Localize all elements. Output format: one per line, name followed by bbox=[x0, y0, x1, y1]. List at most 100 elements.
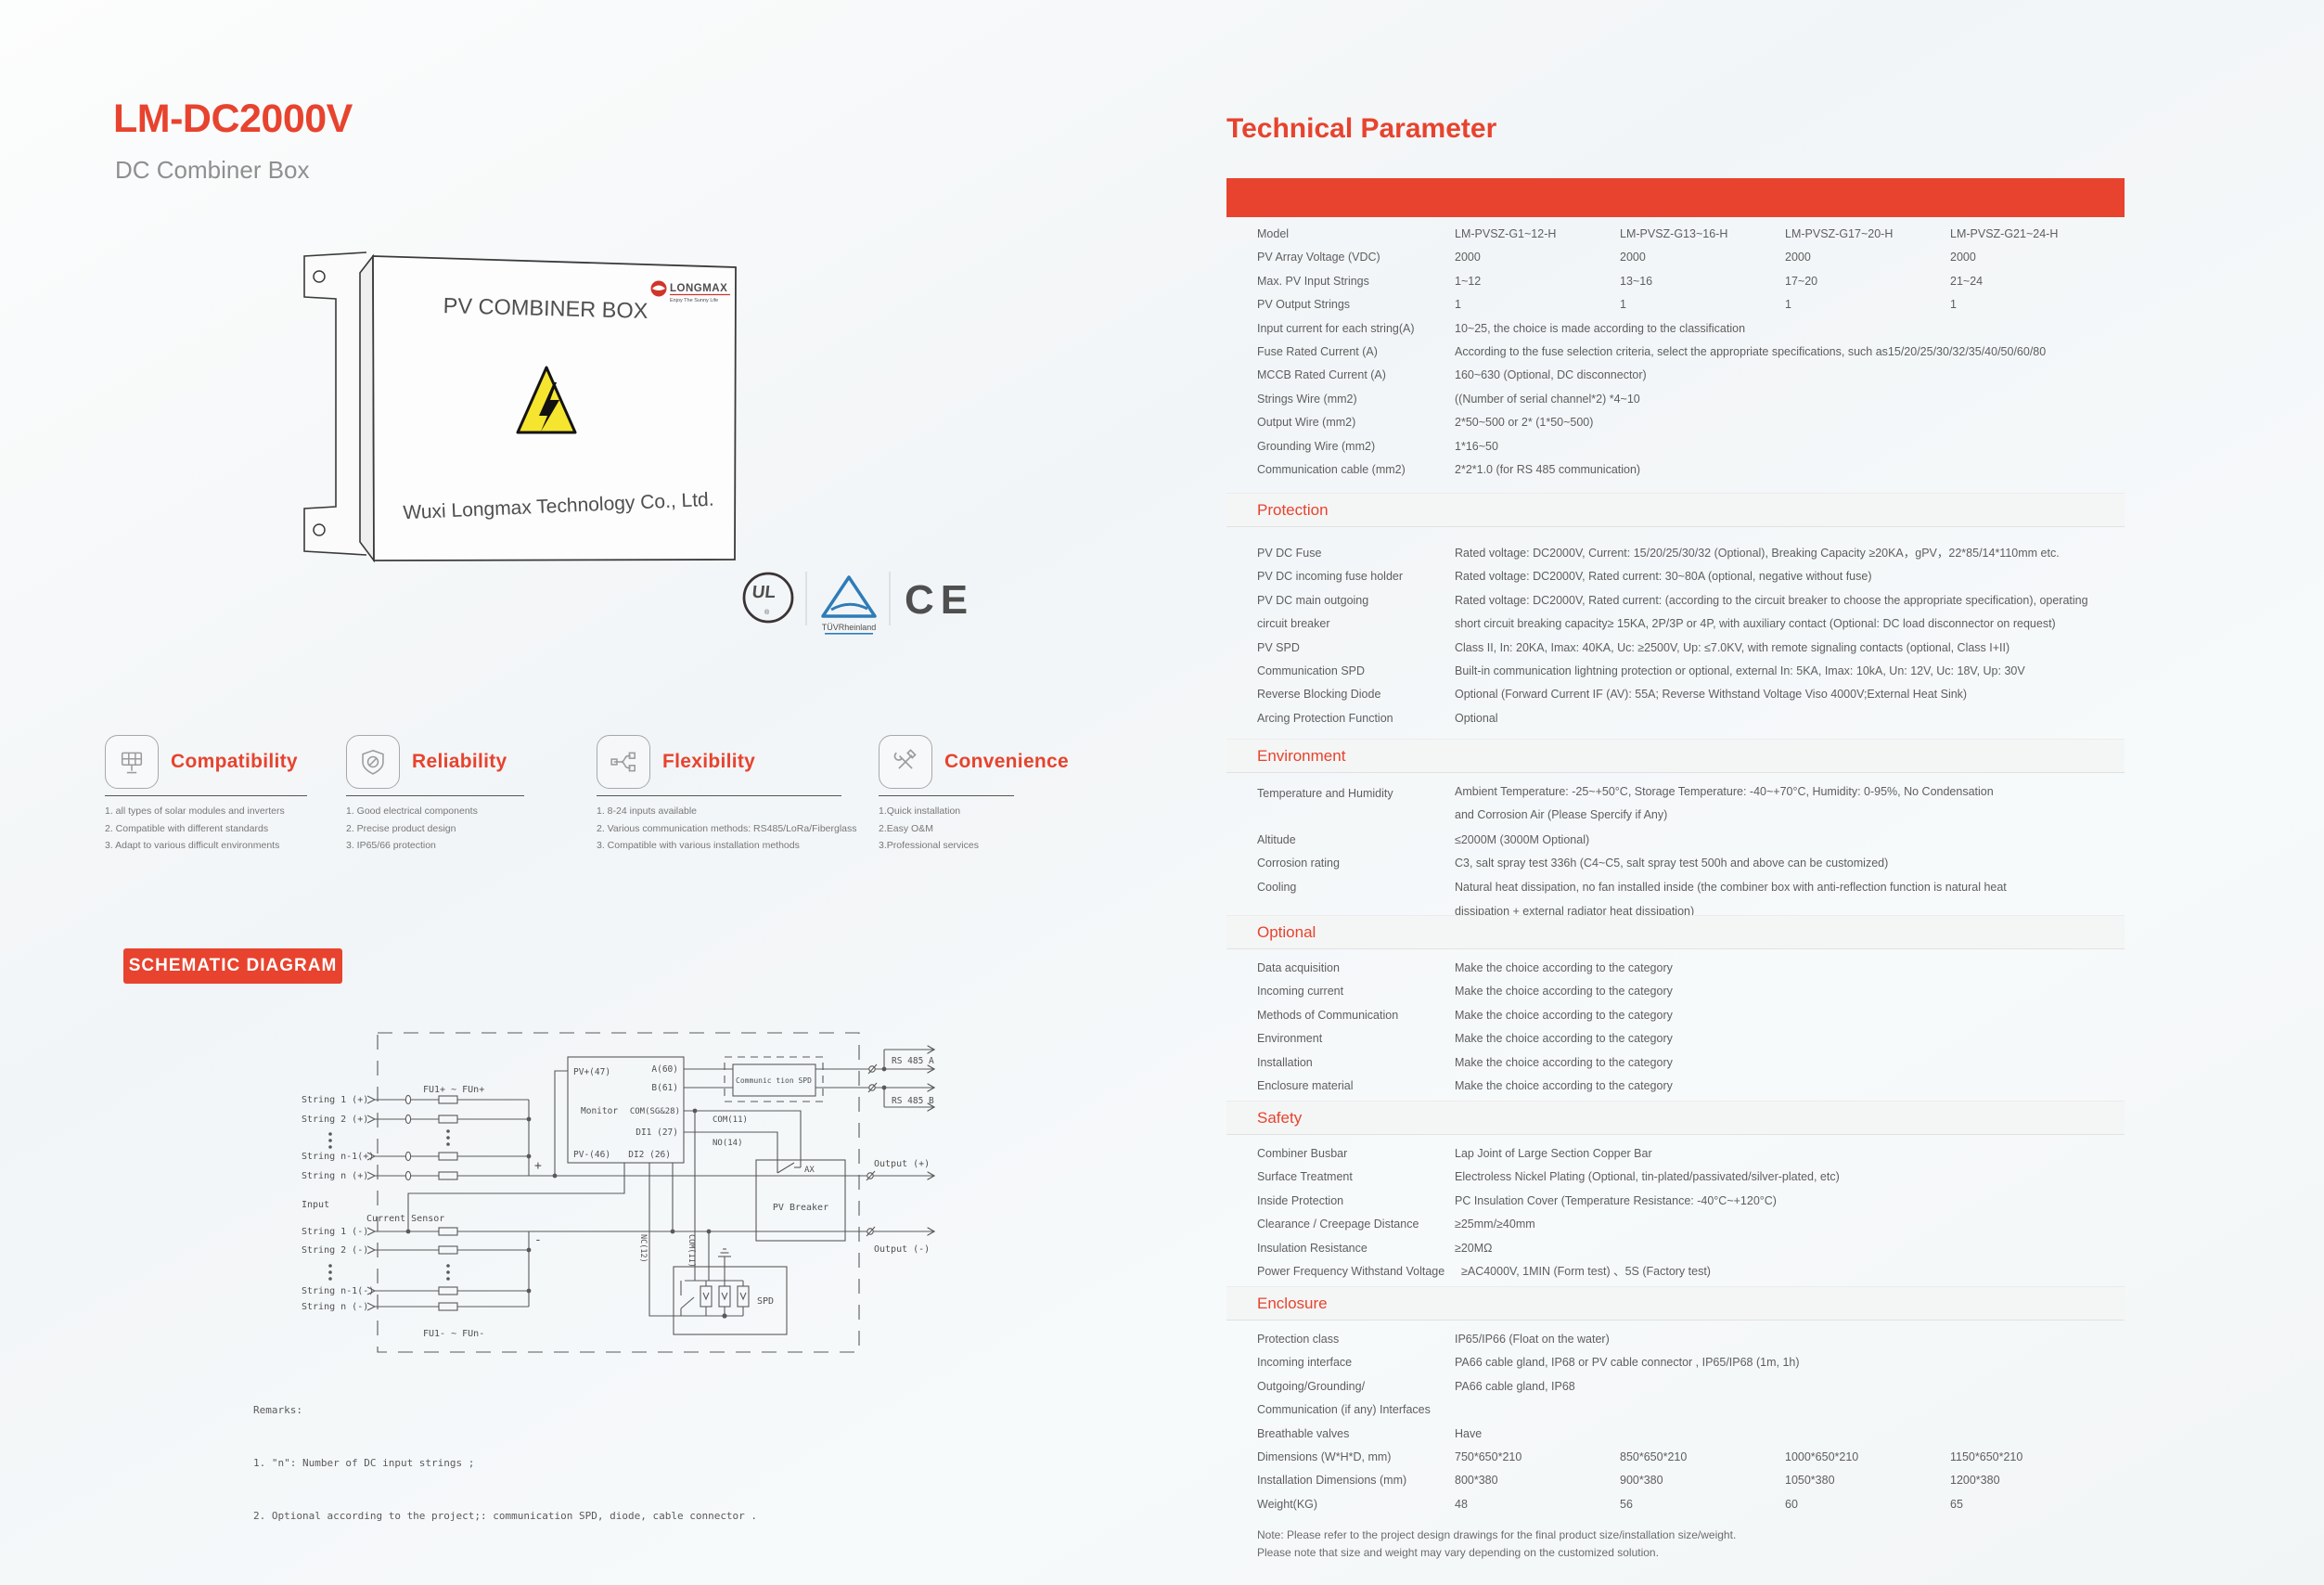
table-row: Dimensions (W*H*D, mm) 750*650*210 850*650… bbox=[1257, 1450, 2023, 1464]
environment-table: Temperature and Humidity Ambient Tempera… bbox=[1257, 782, 2305, 924]
table-row: Grounding Wire (mm2) 1*16~50 bbox=[1257, 439, 1498, 453]
certification-logos: UL ® TÜVRheinland CE bbox=[742, 572, 974, 635]
solar-panel-icon bbox=[105, 735, 159, 789]
tuv-text: TÜVRheinland bbox=[822, 623, 877, 632]
table-row: Methods of Communication Make the choice … bbox=[1257, 1008, 1673, 1022]
table-row: Cooling Natural heat dissipation, no fan… bbox=[1257, 880, 2007, 919]
table-row: Input current for each string(A) 10~25, t… bbox=[1257, 321, 1746, 335]
feature-item: 2. Compatible with different standards bbox=[105, 822, 269, 834]
table-row: Combiner Busbar Lap Joint of Large Sectio… bbox=[1257, 1147, 1652, 1160]
junction-dots bbox=[328, 1066, 887, 1319]
table-row: Output Wire (mm2) 2*50~500 or 2* (1*50~50… bbox=[1257, 416, 1594, 430]
feature-item: 1. Good electrical components bbox=[346, 805, 478, 817]
table-row: Surface Treatment Electroless Nickel Plat… bbox=[1257, 1170, 1840, 1184]
table-row: PV DC incoming fuse holder Rated voltage:… bbox=[1257, 570, 1872, 584]
table-row: Inside Protection PC Insulation Cover (Te… bbox=[1257, 1193, 1777, 1207]
table-row: Reverse Blocking Diode Optional (Forward … bbox=[1257, 688, 1968, 702]
feature-title: Convenience bbox=[944, 751, 1070, 772]
feature-convenience: Convenience 1.Quick installation 2.Easy … bbox=[879, 735, 1073, 855]
feature-item: 1. 8-24 inputs available bbox=[597, 805, 697, 817]
tuv-logo-icon: TÜVRheinland bbox=[821, 575, 877, 635]
svg-text:String 1 (+): String 1 (+) bbox=[302, 1095, 368, 1105]
brand-name: LONGMAX bbox=[670, 283, 727, 294]
svg-text:String 1 (-): String 1 (-) bbox=[302, 1227, 368, 1237]
divider bbox=[597, 795, 841, 796]
table-row: Weight(KG) 48 56 60 65 bbox=[1257, 1497, 1963, 1511]
footnote-line: Please note that size and weight may var… bbox=[1257, 1546, 1659, 1559]
svg-text:PV Breaker: PV Breaker bbox=[773, 1203, 828, 1213]
feature-item: 3. Adapt to various difficult environmen… bbox=[105, 840, 280, 851]
table-row: Temperature and Humidity Ambient Tempera… bbox=[1257, 785, 1994, 821]
svg-text:B(61): B(61) bbox=[651, 1083, 678, 1093]
feature-title: Flexibility bbox=[662, 751, 756, 772]
schematic-diagram: String 1 (+) String 2 (+) String n-1(+) … bbox=[302, 1032, 946, 1353]
table-row: Altitude ≤2000M (3000M Optional) bbox=[1257, 833, 1590, 846]
table-row: Incoming current Make the choice accordin… bbox=[1257, 985, 1673, 999]
table-row: Environment Make the choice according to … bbox=[1257, 1032, 1673, 1046]
divider bbox=[346, 795, 524, 796]
svg-text:String n (+): String n (+) bbox=[302, 1171, 368, 1181]
table-row: Breathable valves Have bbox=[1257, 1426, 1483, 1440]
svg-text:®: ® bbox=[764, 609, 770, 616]
schematic-remarks: Remarks: 1. "n": Number of DC input stri… bbox=[253, 1366, 757, 1560]
svg-text:PV+(47): PV+(47) bbox=[573, 1067, 610, 1077]
svg-text:A(60): A(60) bbox=[651, 1064, 678, 1075]
table-row: PV Array Voltage (VDC) 2000 2000 2000 2000 bbox=[1257, 251, 1976, 264]
svg-text:Output (-): Output (-) bbox=[874, 1244, 930, 1255]
svg-text:RS 485 A: RS 485 A bbox=[892, 1056, 934, 1066]
feature-title: Reliability bbox=[412, 751, 507, 772]
svg-text:RS 485 B: RS 485 B bbox=[892, 1096, 934, 1106]
optional-table: Data acquisition Make the choice accordin… bbox=[1257, 957, 2305, 1098]
table-row: Enclosure material Make the choice accord… bbox=[1257, 1079, 1673, 1093]
table-row: Arcing Protection Function Optional bbox=[1257, 711, 1498, 725]
ul-text: UL bbox=[751, 583, 777, 602]
table-row: Model LM-PVSZ-G1~12-H LM-PVSZ-G13~16-H LM-P… bbox=[1257, 227, 2059, 240]
table-row: Fuse Rated Current (A) According to the f… bbox=[1257, 345, 2047, 359]
tools-icon bbox=[879, 735, 932, 789]
svg-text:DI2 (26): DI2 (26) bbox=[628, 1150, 671, 1160]
table-row: Clearance / Creepage Distance ≥25mm/≥40mm bbox=[1257, 1218, 1535, 1231]
feature-title: Compatibility bbox=[171, 751, 298, 772]
feature-item: 2. Precise product design bbox=[346, 822, 456, 834]
enclosure-table: Protection class IP65/IP66 (Float on the … bbox=[1257, 1328, 2305, 1516]
remark-line: Remarks: bbox=[253, 1404, 302, 1416]
table-row: PV Output Strings 1 1 1 1 bbox=[1257, 298, 1957, 312]
remark-line: 2. Optional according to the project;: c… bbox=[253, 1510, 758, 1522]
bracket-hole-bottom bbox=[313, 523, 326, 536]
longmax-logo: LONGMAX Enjoy The Sunny Life bbox=[650, 280, 730, 303]
feature-item: 1.Quick installation bbox=[879, 805, 961, 817]
box-side-face bbox=[359, 253, 375, 563]
feature-item: 3. Compatible with various installation … bbox=[597, 840, 800, 851]
table-row: Protection class IP65/IP66 (Float on the … bbox=[1257, 1333, 1610, 1346]
remark-line: 1. "n": Number of DC input strings ; bbox=[253, 1457, 475, 1469]
svg-text:NC(12): NC(12) bbox=[638, 1234, 648, 1263]
product-illustration: PV COMBINER BOX LONGMAX Enjoy The Sunny … bbox=[303, 251, 737, 563]
feature-item: 3. IP65/66 protection bbox=[346, 840, 436, 851]
feature-item: 3.Professional services bbox=[879, 840, 979, 851]
section-environment: Environment bbox=[1226, 739, 2125, 773]
feature-flexibility: Flexibility 1. 8-24 inputs available 2. … bbox=[597, 735, 875, 855]
feature-item: 2.Easy O&M bbox=[879, 822, 933, 834]
svg-text:Communic tion SPD: Communic tion SPD bbox=[736, 1076, 812, 1085]
svg-text:PV-(46): PV-(46) bbox=[573, 1150, 610, 1160]
schematic-labels: String 1 (+) String 2 (+) String n-1(+) … bbox=[302, 1056, 934, 1339]
section-enclosure: Enclosure bbox=[1226, 1286, 2125, 1321]
feature-item: 1. all types of solar modules and invert… bbox=[105, 805, 285, 817]
table-row: PV SPD Class II, In: 20KA, Imax: 40KA, Uc… bbox=[1257, 640, 2010, 654]
svg-text:AX: AX bbox=[804, 1166, 815, 1175]
high-voltage-warning-icon bbox=[516, 366, 577, 434]
svg-text:Output (+): Output (+) bbox=[874, 1159, 930, 1169]
svg-text:String 2 (+): String 2 (+) bbox=[302, 1115, 368, 1125]
table-row: PV DC Fuse Rated voltage: DC2000V, Curren… bbox=[1257, 547, 2060, 560]
table-row: Max. PV Input Strings 1~12 13~16 17~20 21~24 bbox=[1257, 274, 1984, 288]
table-row: Outgoing/Grounding/PA66 cable gland, IP6… bbox=[1257, 1379, 1575, 1393]
svg-text:String n (-): String n (-) bbox=[302, 1302, 368, 1312]
footnote-line: Note: Please refer to the project design… bbox=[1257, 1528, 1737, 1541]
svg-text:String 2 (-): String 2 (-) bbox=[302, 1245, 368, 1256]
svg-text:String n-1(-): String n-1(-) bbox=[302, 1286, 374, 1296]
protection-table: PV DC Fuse Rated voltage: DC2000V, Curren… bbox=[1257, 542, 2305, 730]
ce-mark-icon: CE bbox=[905, 577, 974, 623]
svg-text:COM(11): COM(11) bbox=[713, 1115, 748, 1125]
page-title: LM-DC2000V bbox=[113, 97, 353, 141]
